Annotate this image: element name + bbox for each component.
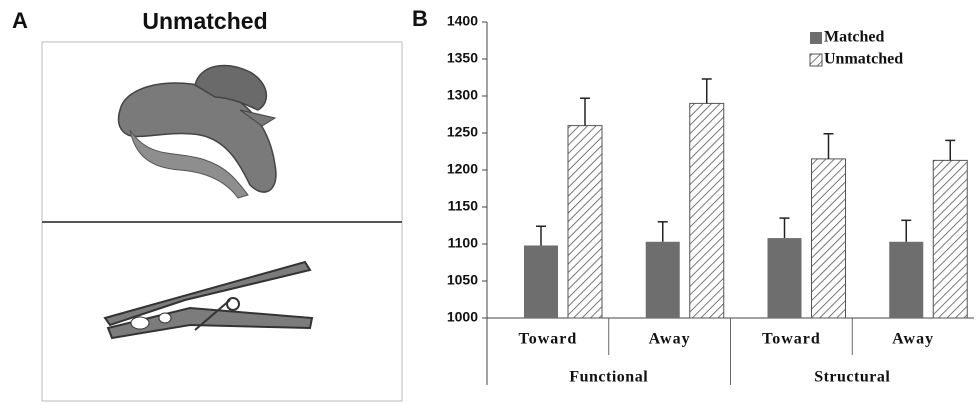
bar (567, 125, 603, 319)
bar (811, 158, 846, 319)
bar (767, 238, 802, 318)
y-tick-label: 1000 (447, 309, 478, 325)
y-tick-label: 1200 (447, 161, 478, 177)
y-tick-label: 1100 (448, 235, 479, 251)
bar (889, 241, 924, 318)
y-tick-label: 1350 (447, 50, 478, 66)
hair-clip-image (117, 64, 277, 199)
y-tick-label: 1150 (448, 198, 479, 214)
y-tick-label: 1300 (447, 87, 478, 103)
legend-label: Unmatched (824, 51, 903, 68)
legend-label: Matched (824, 29, 885, 46)
image-panel (41, 41, 403, 402)
bar (645, 241, 680, 318)
x-tick-label: Toward (518, 331, 577, 348)
y-tick-label: 1050 (447, 272, 478, 288)
panel-label: A (12, 8, 28, 33)
group-label: Structural (814, 369, 890, 386)
legend-swatch (810, 32, 822, 44)
legend-swatch (809, 53, 823, 67)
x-tick-label: Away (649, 331, 691, 348)
y-tick-label: 1400 (447, 13, 478, 29)
panel-title: Unmatched (142, 8, 267, 34)
x-tick-label: Toward (762, 331, 821, 348)
bar (524, 245, 558, 318)
clothespin-image (103, 260, 314, 340)
bar (689, 102, 725, 319)
group-label: Functional (569, 369, 648, 386)
y-tick-label: 1250 (447, 124, 478, 140)
x-tick-label: Away (892, 331, 934, 348)
bar (932, 159, 968, 319)
panel-label: B (412, 6, 428, 31)
